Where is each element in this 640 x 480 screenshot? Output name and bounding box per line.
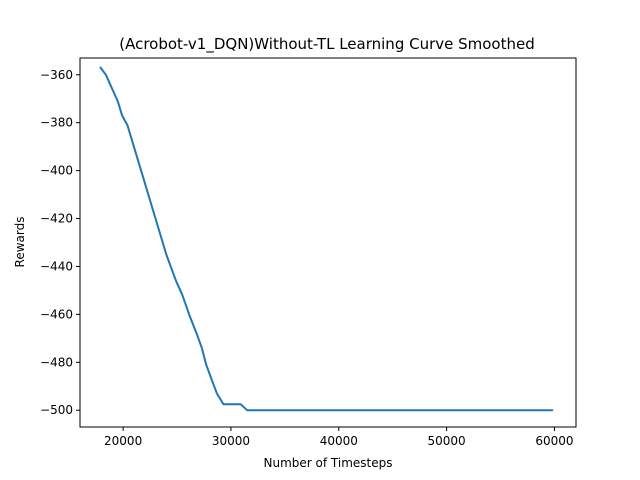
x-tick-label: 30000: [212, 434, 250, 448]
x-tick-label: 40000: [320, 434, 358, 448]
y-tick-label: −440: [40, 259, 73, 273]
y-tick-label: −420: [40, 212, 73, 226]
x-tick-label: 20000: [104, 434, 142, 448]
x-axis-label: Number of Timesteps: [264, 456, 393, 470]
y-tick-label: −500: [40, 403, 73, 417]
chart-title: (Acrobot-v1_DQN)Without-TL Learning Curv…: [119, 35, 535, 54]
plot-area-frame: [79, 57, 577, 428]
x-axis: 20000 30000 40000 50000 60000: [104, 427, 574, 448]
x-tick-label: 60000: [535, 434, 573, 448]
x-tick-label: 50000: [428, 434, 466, 448]
y-tick-label: −480: [40, 355, 73, 369]
y-axis-label: Rewards: [13, 217, 27, 268]
y-tick-label: −460: [40, 307, 73, 321]
y-tick-label: −360: [40, 68, 73, 82]
y-tick-label: −380: [40, 116, 73, 130]
y-axis: −360 −380 −400 −420 −440 −460 −480 −500: [40, 68, 80, 417]
y-tick-label: −400: [40, 164, 73, 178]
series-line: [99, 66, 554, 412]
